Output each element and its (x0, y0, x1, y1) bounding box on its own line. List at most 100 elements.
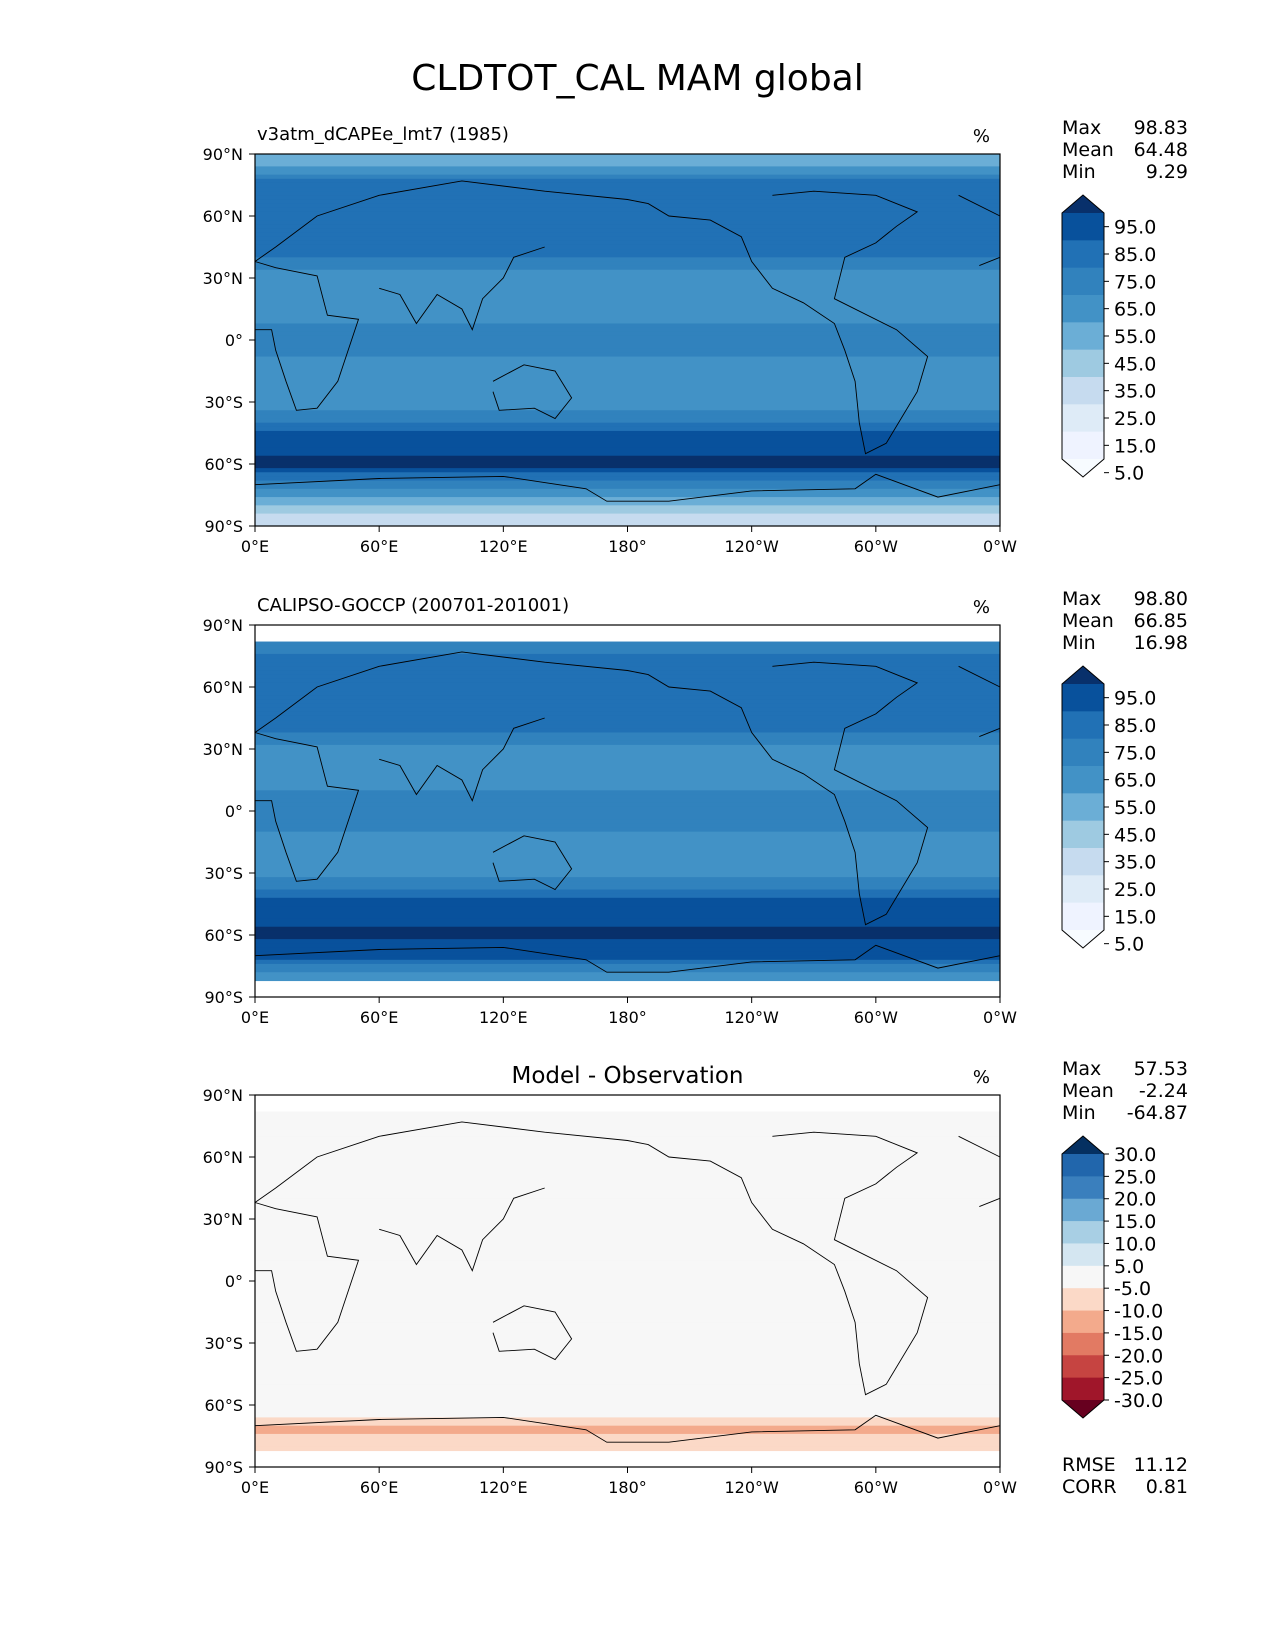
colorbar-label: 25.0 (1114, 408, 1156, 430)
heatmap-band (255, 249, 1000, 254)
heatmap-band (255, 1190, 1000, 1195)
stat-value: 9.29 (1146, 161, 1188, 183)
heatmap-band (255, 1214, 1000, 1220)
colorbar-label: 65.0 (1114, 299, 1156, 321)
colorbar-segment (1062, 322, 1104, 351)
coastline (492, 364, 573, 420)
heatmap-band (255, 711, 1000, 717)
colorbar-label: 10.0 (1114, 1233, 1156, 1255)
heatmap-band (255, 1247, 1000, 1253)
heatmap-band (255, 236, 1000, 242)
colorbar-label: 15.0 (1114, 906, 1156, 928)
heatmap-band (255, 1396, 1000, 1402)
x-tick-label: 60°W (854, 1478, 898, 1497)
heatmap-band (255, 947, 1000, 953)
heatmap-band (255, 476, 1000, 482)
colorbar-label: 85.0 (1114, 715, 1156, 737)
figure-title: CLDTOT_CAL MAM global (411, 58, 864, 99)
heatmap-band (255, 1289, 1000, 1294)
heatmap-band (255, 352, 1000, 358)
heatmap-band (255, 1338, 1000, 1344)
heatmap-band (255, 972, 1000, 977)
colorbar-label: 65.0 (1114, 770, 1156, 792)
heatmap-band (255, 794, 1000, 800)
y-tick-label: 90°S (204, 988, 243, 1007)
heatmap-band (255, 769, 1000, 775)
heatmap-band (255, 232, 1000, 238)
colorbar-segment (1062, 820, 1104, 849)
heatmap-band (255, 402, 1000, 407)
heatmap-band (255, 852, 1000, 858)
heatmap-band (255, 831, 1000, 837)
heatmap-band (255, 1239, 1000, 1245)
heatmap-band (255, 488, 1000, 494)
stat-label: Max (1062, 588, 1101, 610)
x-tick-label: 120°E (479, 537, 528, 556)
heatmap-band (255, 930, 1000, 936)
colorbar-segment (1062, 766, 1104, 794)
heatmap-band (255, 695, 1000, 700)
heatmap-band (255, 1343, 1000, 1348)
heatmap-band (255, 211, 1000, 217)
heatmap-band (255, 418, 1000, 424)
heatmap-band (255, 377, 1000, 382)
heatmap-band (255, 641, 1000, 647)
y-tick-label: 90°S (204, 517, 243, 536)
x-tick-label: 60°W (854, 1008, 898, 1027)
heatmap-band (255, 959, 1000, 965)
y-tick-label: 30°S (204, 393, 243, 412)
heatmap-band (255, 819, 1000, 824)
heatmap-band (255, 1421, 1000, 1427)
heatmap-band (255, 699, 1000, 705)
colorbar-extend-max (1062, 195, 1104, 213)
heatmap-band (255, 385, 1000, 391)
heatmap-band (255, 1206, 1000, 1212)
heatmap-band (255, 1305, 1000, 1311)
heatmap-band (255, 1334, 1000, 1340)
heatmap-band (255, 687, 1000, 692)
heatmap-band (255, 868, 1000, 874)
heatmap-band (255, 914, 1000, 920)
heatmap-band (255, 935, 1000, 940)
heatmap-band (255, 798, 1000, 804)
heatmap-band (255, 406, 1000, 411)
heatmap-band (255, 1425, 1000, 1431)
y-tick-label: 30°N (203, 269, 243, 288)
x-tick-label: 180° (608, 1478, 647, 1497)
coastline (492, 1305, 573, 1361)
heatmap-band (255, 170, 1000, 176)
heatmap-band (255, 348, 1000, 353)
colorbar-label: 5.0 (1114, 934, 1144, 956)
heatmap-band (255, 311, 1000, 316)
heatmap-band (255, 154, 1000, 159)
heatmap-band (255, 885, 1000, 891)
colorbar-extend-max (1062, 1136, 1104, 1154)
colorbar-extend-min (1062, 459, 1104, 477)
heatmap-band (255, 918, 1000, 924)
heatmap-band (255, 397, 1000, 403)
heatmap-band (255, 315, 1000, 320)
x-tick-label: 60°E (360, 1478, 398, 1497)
heatmap-band (255, 1376, 1000, 1381)
heatmap-band (255, 674, 1000, 680)
heatmap-band (255, 443, 1000, 449)
heatmap-band (255, 662, 1000, 667)
y-tick-label: 30°N (203, 1210, 243, 1229)
heatmap-band (255, 1285, 1000, 1290)
heatmap-band (255, 422, 1000, 428)
heatmap-band (255, 278, 1000, 283)
heatmap-band (255, 178, 1000, 184)
colorbar-label: 75.0 (1114, 742, 1156, 764)
colorbar-label: 5.0 (1114, 463, 1144, 485)
heatmap-band (255, 497, 1000, 502)
heatmap-band (255, 839, 1000, 845)
colorbar-label: -10.0 (1114, 1301, 1163, 1323)
heatmap-band (255, 1433, 1000, 1439)
units-label: % (973, 126, 990, 147)
heatmap-band (255, 1136, 1000, 1142)
heatmap-band (255, 158, 1000, 163)
heatmap-band (255, 174, 1000, 180)
heatmap-band (255, 224, 1000, 229)
heatmap-band (255, 897, 1000, 903)
